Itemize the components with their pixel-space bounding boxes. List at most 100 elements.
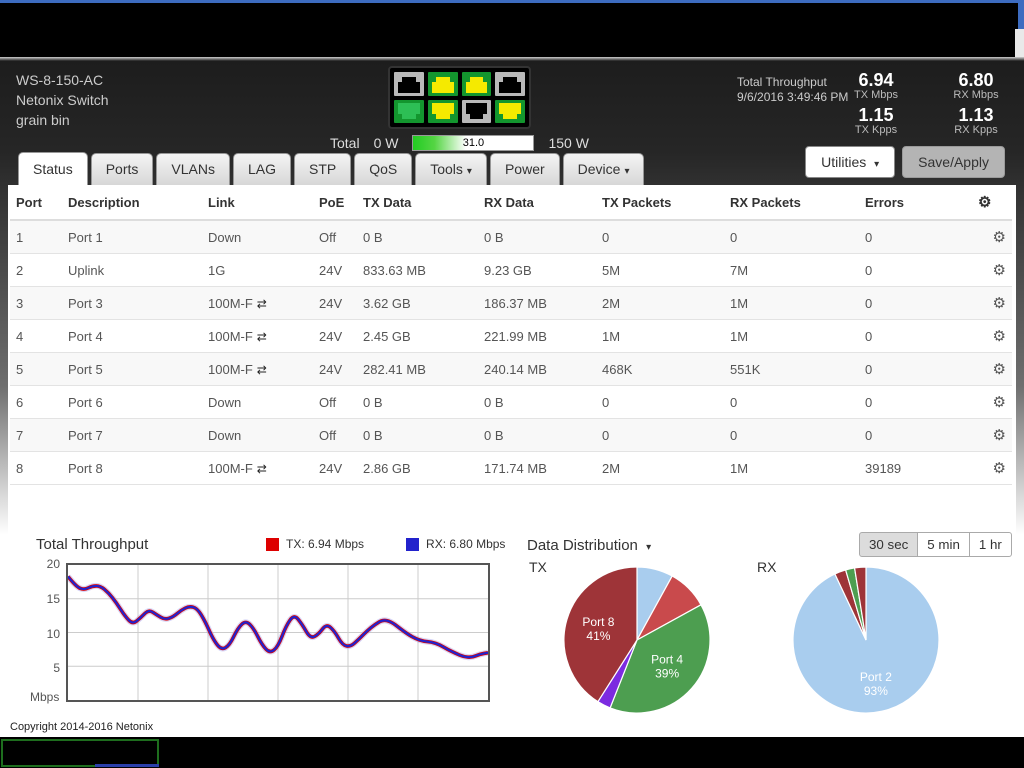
y-axis-unit-label: Mbps (30, 690, 60, 704)
cell-tx-data: 2.45 GB (357, 319, 478, 353)
data-distribution-dropdown[interactable]: Data Distribution ▾ (527, 537, 652, 554)
cell-errors: 0 (859, 418, 972, 452)
column-header-link: Link (202, 185, 313, 221)
chevron-down-icon: ▾ (466, 166, 472, 177)
rj45-jack-icon (465, 102, 488, 119)
duplex-arrows-icon: ⇄ (256, 362, 267, 377)
tab-power[interactable]: Power (489, 153, 560, 186)
tab-vlans[interactable]: VLANs (156, 153, 230, 186)
row-gear-icon[interactable]: ⚙ (972, 385, 1012, 419)
scrollbar-thumb[interactable] (1015, 29, 1024, 60)
main-tab-bar: Status Ports VLANs LAG STP QoS Tools ▾ Power Devi… (18, 152, 645, 186)
pie-slice-port-4 (609, 604, 711, 714)
table-header-row: Port Description Link PoE TX Data RX Data TX P… (10, 185, 1012, 221)
cell-port: 4 (10, 319, 62, 353)
row-gear-icon[interactable]: ⚙ (972, 286, 1012, 320)
tx-pie-title: TX (529, 559, 547, 575)
tab-stp[interactable]: STP (293, 153, 352, 186)
cell-tx-packets: 1M (596, 319, 724, 353)
cell-port: 2 (10, 253, 62, 287)
cell-link: 100M-F ⇄ (202, 451, 313, 485)
power-usage-row: Total 0 W 31.0 150 W (330, 135, 589, 151)
throughput-stat: 1.13 RX Kpps (954, 105, 998, 136)
cell-rx-packets: 1M (724, 451, 859, 485)
tab-status[interactable]: Status (18, 152, 88, 186)
cell-errors: 0 (859, 286, 972, 320)
save-apply-button[interactable]: Save/Apply (902, 146, 1005, 178)
duplex-arrows-icon: ⇄ (256, 329, 267, 344)
device-model: WS-8-150-AC (16, 72, 104, 88)
cell-link: Down (202, 385, 313, 419)
cell-description: Port 7 (62, 418, 202, 452)
table-row-port-8: 8 Port 8 100M-F ⇄ 24V 2.86 GB 171.74 MB 2M 1M 391… (10, 451, 1012, 485)
throughput-stats: 6.94 TX Mbps 6.80 RX Mbps 1.15 TX Kpps 1.13 RX … (840, 71, 1012, 136)
port-led-port6 (461, 99, 492, 123)
row-gear-icon[interactable]: ⚙ (972, 220, 1012, 254)
cell-description: Uplink (62, 253, 202, 287)
pie-slice-label: Port 2 93% (860, 670, 892, 698)
tab-lag[interactable]: LAG (232, 153, 291, 186)
throughput-stat: 6.80 RX Mbps (953, 70, 999, 101)
line-chart-canvas (65, 565, 489, 700)
chevron-down-icon: ▾ (624, 166, 630, 177)
bottom-blue-segment (95, 764, 159, 767)
column-header-errors: Errors (859, 185, 972, 221)
cell-tx-data: 0 B (357, 418, 478, 452)
utilities-button[interactable]: Utilities ▾ (805, 146, 896, 178)
row-gear-icon[interactable]: ⚙ (972, 418, 1012, 452)
cell-errors: 0 (859, 220, 972, 254)
pie-slice (853, 566, 867, 641)
range-button-1-hr[interactable]: 1 hr (968, 532, 1012, 557)
rx-pie-chart: Port 2 93% (791, 565, 941, 715)
cell-poe: 24V (313, 286, 357, 320)
tab-ports[interactable]: Ports (90, 153, 154, 186)
table-row-port-2: 2 Uplink 1G 24V 833.63 MB 9.23 GB 5M 7M 0 ⚙ (10, 253, 1012, 287)
cell-rx-packets: 0 (724, 418, 859, 452)
cell-errors: 0 (859, 319, 972, 353)
row-gear-icon[interactable]: ⚙ (972, 451, 1012, 485)
cell-rx-packets: 0 (724, 385, 859, 419)
header-actions: Utilities ▾ Save/Apply (805, 146, 1005, 178)
cell-link: 1G (202, 253, 313, 287)
cell-tx-data: 833.63 MB (357, 253, 478, 287)
y-axis-tick-label: 20 (46, 557, 60, 571)
chevron-down-icon: ▾ (874, 159, 880, 170)
power-total-label: Total (330, 135, 360, 151)
y-axis-tick-label: 15 (46, 591, 60, 606)
cell-rx-packets: 7M (724, 253, 859, 287)
cell-tx-packets: 2M (596, 286, 724, 320)
throughput-stat: 1.15 TX Kpps (854, 105, 898, 136)
cell-port: 5 (10, 352, 62, 386)
rj45-jack-icon (398, 102, 420, 119)
range-button-30-sec[interactable]: 30 sec (859, 532, 919, 557)
y-axis-tick-label: 5 (53, 661, 60, 676)
pie-slice-label: Port 4 39% (651, 653, 683, 681)
throughput-line-chart (65, 563, 490, 702)
duplex-arrows-icon: ⇄ (256, 461, 267, 476)
cell-errors: 39189 (859, 451, 972, 485)
legend-swatch (266, 537, 279, 551)
tab-device[interactable]: Device ▾ (562, 153, 645, 186)
device-info: WS-8-150-AC Netonix Switch grain bin (16, 70, 109, 130)
cell-rx-packets: 1M (724, 286, 859, 320)
table-row-port-5: 5 Port 5 100M-F ⇄ 24V 282.41 MB 240.14 MB 468K 5… (10, 352, 1012, 386)
row-gear-icon[interactable]: ⚙ (972, 253, 1012, 287)
row-gear-icon[interactable]: ⚙ (972, 352, 1012, 386)
switch-ui-page: WS-8-150-AC Netonix Switch grain bin Tot… (0, 57, 1024, 737)
tab-qos[interactable]: QoS (354, 153, 413, 186)
range-button-5-min[interactable]: 5 min (917, 532, 970, 557)
throughput-title: Total Throughput (737, 75, 827, 89)
cell-link: 100M-F ⇄ (202, 319, 313, 353)
tab-tools[interactable]: Tools ▾ (415, 153, 487, 186)
power-max-label: 150 W (548, 135, 589, 151)
port-led-port8 (495, 99, 525, 123)
row-gear-icon[interactable]: ⚙ (972, 319, 1012, 353)
browser-chrome-bottom (0, 737, 1024, 768)
rj45-jack-icon (398, 76, 420, 93)
scrollbar-track[interactable] (1018, 3, 1024, 29)
cell-errors: 0 (859, 385, 972, 419)
table-gear-icon[interactable]: ⚙ (972, 185, 1012, 221)
